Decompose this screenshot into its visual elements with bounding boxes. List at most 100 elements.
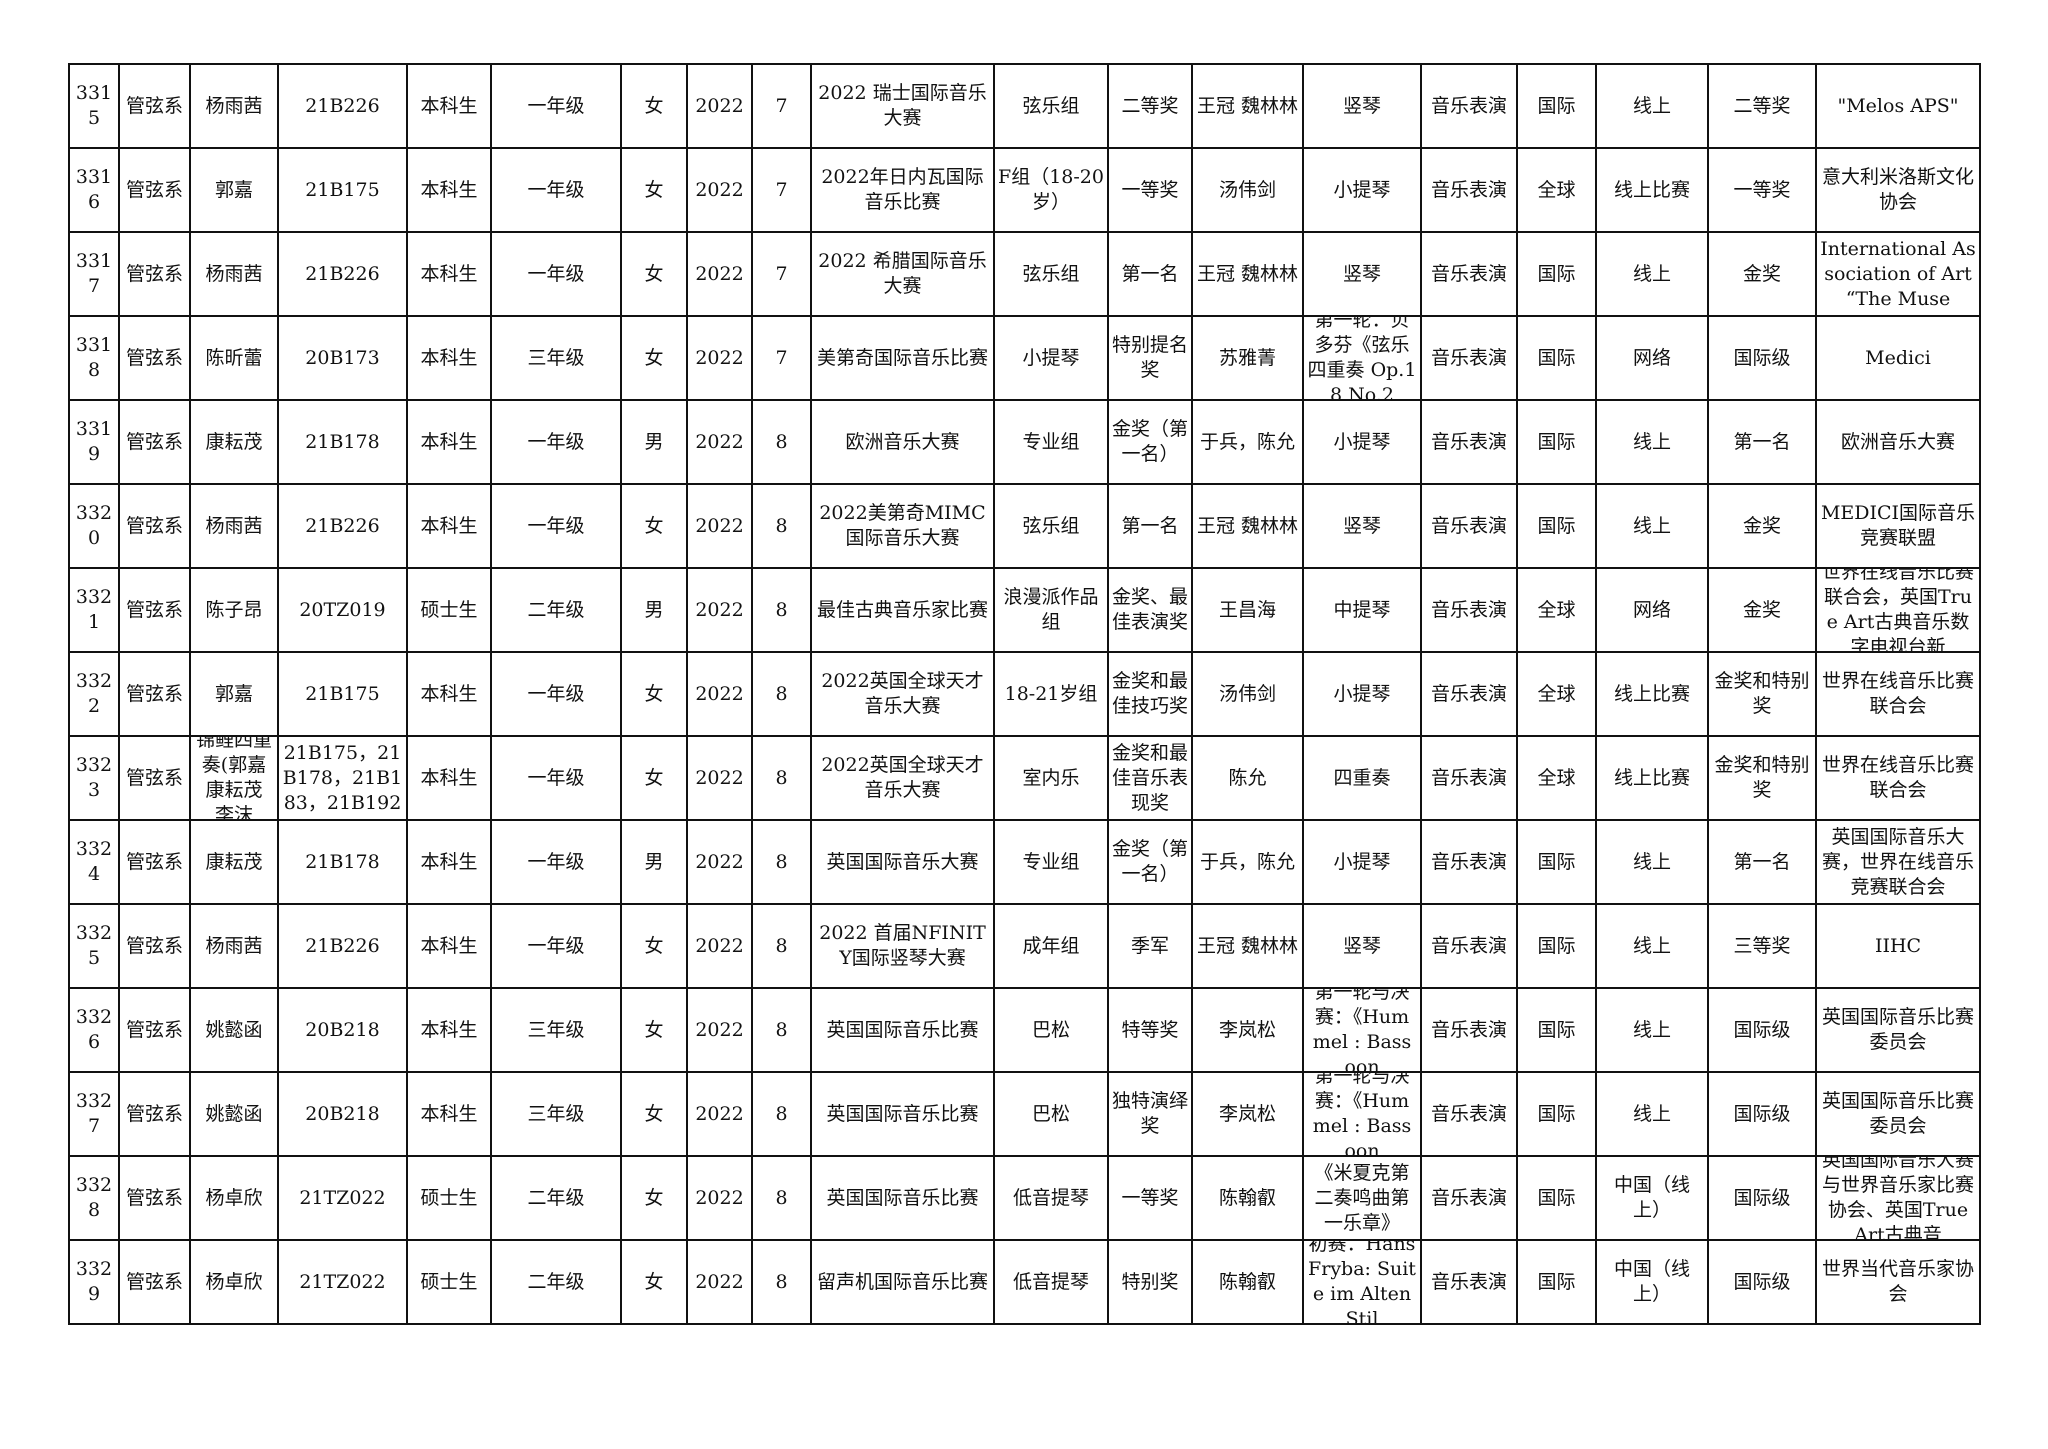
cell-year: 2022: [695, 598, 744, 621]
table-cell: 金奖: [1707, 567, 1817, 653]
table-cell: 王昌海: [1191, 567, 1304, 653]
table-cell: 管弦系: [118, 483, 191, 569]
table-cell: 2022 首届NFINITY国际竖琴大赛: [810, 903, 995, 989]
table-cell: 专业组: [993, 399, 1109, 485]
cell-format: 线上: [1632, 934, 1671, 957]
table-cell: 21B175: [277, 651, 408, 737]
table-cell: 国际级: [1707, 315, 1817, 401]
cell-year: 2022: [695, 178, 744, 201]
table-cell: 2022年日内瓦国际音乐比赛: [810, 147, 995, 233]
cell-degree-level: 本科生: [420, 1102, 478, 1125]
table-cell: 国际: [1516, 483, 1597, 569]
cell-format: 中国（线上）: [1613, 1258, 1690, 1305]
cell-competition-name: 最佳古典音乐家比赛: [816, 598, 988, 621]
table-cell: 8: [751, 483, 812, 569]
table-cell: 女: [620, 1239, 688, 1325]
cell-instrument-or-piece: 竖琴: [1342, 514, 1381, 537]
table-cell: 二年级: [490, 1155, 622, 1241]
cell-student-name: 康耘茂: [205, 430, 263, 453]
table-cell: 管弦系: [118, 1071, 191, 1157]
table-row: 3328 管弦系 杨卓欣 21TZ022 硕士生 二年级 女 2022 8 英国国际音乐比赛 低音提…: [68, 1155, 1981, 1241]
cell-major: 音乐表演: [1430, 1270, 1507, 1293]
cell-student-name: 康耘茂: [205, 850, 263, 873]
cell-instructor: 汤伟剑: [1218, 178, 1276, 201]
table-cell: 小提琴: [993, 315, 1109, 401]
table-cell: 小提琴: [1302, 819, 1422, 905]
cell-major: 音乐表演: [1430, 682, 1507, 705]
table-cell: 全球: [1516, 735, 1597, 821]
table-cell: 陈子昂: [189, 567, 279, 653]
cell-group: 弦乐组: [1022, 94, 1080, 117]
cell-award-level: 金奖和特别奖: [1714, 670, 1810, 717]
cell-award: 特别提名奖: [1112, 334, 1189, 381]
cell-competition-name: 2022美第奇MIMC国际音乐大赛: [819, 502, 986, 549]
cell-year: 2022: [695, 430, 744, 453]
table-cell: 女: [620, 903, 688, 989]
table-cell: 专业组: [993, 819, 1109, 905]
cell-department: 管弦系: [125, 682, 183, 705]
table-cell: 女: [620, 147, 688, 233]
table-cell: 20B218: [277, 987, 408, 1073]
cell-format: 线上: [1632, 94, 1671, 117]
table-cell: 国际: [1516, 987, 1597, 1073]
cell-competition-name: 留声机国际音乐比赛: [816, 1270, 988, 1293]
cell-scope: 国际: [1537, 430, 1576, 453]
table-cell: 美第奇国际音乐比赛: [810, 315, 995, 401]
cell-degree-level: 本科生: [420, 1018, 478, 1041]
table-cell: 音乐表演: [1420, 1239, 1518, 1325]
table-cell: 2022: [686, 483, 753, 569]
cell-grade: 一年级: [527, 94, 585, 117]
cell-award: 一等奖: [1121, 1186, 1179, 1209]
cell-organizer: International Association of Art “The Mu…: [1820, 237, 1976, 310]
cell-gender: 女: [644, 766, 664, 789]
table-cell: 竖琴: [1302, 231, 1422, 317]
cell-degree-level: 本科生: [420, 850, 478, 873]
cell-award-level: 金奖: [1742, 514, 1781, 537]
table-cell: 国际: [1516, 903, 1597, 989]
cell-instrument-or-piece: 第一轮与决赛：《Hummel : Bassoon: [1312, 1073, 1412, 1155]
table-cell: 线上: [1595, 1071, 1709, 1157]
table-cell: 第一轮与决赛：《Hummel : Bassoon: [1302, 1071, 1422, 1157]
cell-department: 管弦系: [125, 178, 183, 201]
cell-department: 管弦系: [125, 262, 183, 285]
table-cell: 杨雨茜: [189, 63, 279, 149]
table-cell: 杨卓欣: [189, 1239, 279, 1325]
cell-student-id: 21B226: [305, 94, 380, 117]
table-cell: 7: [751, 231, 812, 317]
table-cell: 线上比赛: [1595, 147, 1709, 233]
table-cell: 季军: [1107, 903, 1193, 989]
table-row: 3323 管弦系 锦鲤四重奏(郭嘉 康耘茂 李沫 21B175，21B178，21B1…: [68, 735, 1981, 821]
cell-instructor: 王冠 魏林林: [1196, 94, 1299, 117]
table-cell: 特别提名奖: [1107, 315, 1193, 401]
cell-degree-level: 本科生: [420, 430, 478, 453]
table-cell: 弦乐组: [993, 63, 1109, 149]
table-cell: 王冠 魏林林: [1191, 231, 1304, 317]
cell-grade: 三年级: [527, 1102, 585, 1125]
cell-month: 8: [775, 1018, 788, 1041]
cell-award-level: 金奖: [1742, 262, 1781, 285]
table-cell: 第一名: [1707, 819, 1817, 905]
cell-department: 管弦系: [125, 766, 183, 789]
table-cell: 一年级: [490, 399, 622, 485]
cell-instrument-or-piece: 《米夏克第二奏鸣曲第一乐章》: [1314, 1161, 1410, 1234]
cell-student-id: 21TZ022: [299, 1270, 386, 1293]
cell-organizer: 世界当代音乐家协会: [1821, 1258, 1974, 1305]
table-cell: 姚懿函: [189, 1071, 279, 1157]
table-cell: 英国国际音乐比赛: [810, 1155, 995, 1241]
cell-record-no: 3328: [75, 1174, 113, 1221]
table-cell: 8: [751, 819, 812, 905]
table-cell: 音乐表演: [1420, 399, 1518, 485]
table-cell: 音乐表演: [1420, 651, 1518, 737]
table-cell: 管弦系: [118, 63, 191, 149]
table-cell: IIHC: [1815, 903, 1981, 989]
table-cell: 金奖: [1707, 483, 1817, 569]
cell-year: 2022: [695, 1270, 744, 1293]
cell-format: 线上: [1632, 514, 1671, 537]
cell-instrument-or-piece: 初赛：Hans Fryba: Suite im Alten Stil: [1308, 1241, 1416, 1323]
cell-degree-level: 硕士生: [420, 1186, 478, 1209]
table-cell: 第一名: [1707, 399, 1817, 485]
cell-instrument-or-piece: 竖琴: [1342, 934, 1381, 957]
cell-record-no: 3319: [75, 418, 113, 465]
table-cell: 王冠 魏林林: [1191, 903, 1304, 989]
table-cell: 一年级: [490, 735, 622, 821]
